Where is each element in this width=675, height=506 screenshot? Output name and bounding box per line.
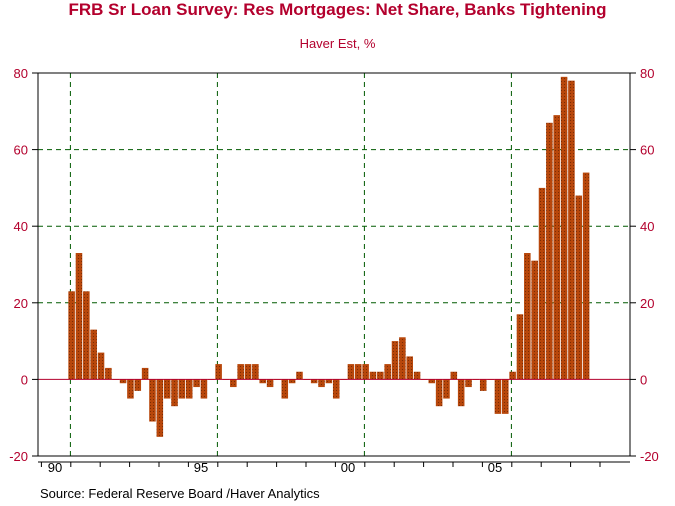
bar	[75, 253, 83, 380]
bar	[509, 371, 516, 380]
bar	[237, 364, 244, 380]
bar	[90, 329, 97, 380]
bar	[413, 371, 421, 380]
bar	[193, 379, 200, 388]
bar	[494, 379, 502, 414]
bar	[156, 379, 164, 437]
bar	[377, 371, 384, 380]
bar	[575, 195, 583, 380]
y-tick-label-right: 0	[640, 372, 647, 387]
bars	[68, 76, 590, 437]
bar	[163, 379, 171, 399]
y-tick-label-right: 40	[640, 219, 654, 234]
y-tick-label-left: 20	[14, 296, 28, 311]
bar	[296, 371, 303, 380]
y-tick-label-right: 80	[640, 66, 654, 81]
bar	[185, 379, 193, 399]
bar	[149, 379, 156, 422]
bar	[259, 379, 266, 384]
bar	[200, 379, 208, 399]
bar	[347, 364, 355, 380]
bar	[538, 187, 546, 380]
bar	[560, 76, 568, 380]
bar	[281, 379, 289, 399]
bar	[384, 364, 391, 380]
source-note: Source: Federal Reserve Board /Haver Ana…	[40, 486, 320, 501]
bar	[531, 260, 538, 380]
y-tick-label-left: 60	[14, 143, 28, 158]
bar	[362, 364, 369, 380]
y-tick-label-left: 40	[14, 219, 28, 234]
plot-frame	[37, 72, 631, 457]
bar	[524, 253, 531, 380]
bar	[553, 115, 560, 380]
bar	[450, 371, 458, 380]
bar	[215, 364, 222, 380]
bar	[97, 352, 105, 380]
bar	[310, 379, 318, 384]
bar	[355, 364, 362, 380]
bar	[252, 364, 259, 380]
x-tick-label: 90	[48, 460, 62, 475]
bar	[516, 314, 524, 380]
x-tick-label: 05	[488, 460, 502, 475]
y-tick-label-left: 0	[21, 372, 28, 387]
bar	[171, 379, 178, 407]
chart-title: FRB Sr Loan Survey: Res Mortgages: Net S…	[68, 0, 607, 19]
bar	[428, 379, 436, 384]
bar	[582, 172, 590, 380]
y-tick-label-right: 20	[640, 296, 654, 311]
bar	[266, 379, 274, 388]
bar	[479, 379, 487, 391]
bar	[369, 371, 377, 380]
bar	[406, 356, 413, 380]
bar	[399, 337, 406, 380]
bar	[318, 379, 325, 388]
bar	[141, 367, 149, 380]
bar	[391, 341, 399, 380]
y-tick-label-left: -20	[9, 449, 28, 464]
bar	[119, 379, 127, 384]
chart-subtitle: Haver Est, %	[299, 36, 376, 51]
bar	[68, 291, 75, 380]
bar	[435, 379, 443, 407]
x-tick-label: 95	[194, 460, 208, 475]
bar	[83, 291, 90, 380]
y-tick-label-left: 80	[14, 66, 28, 81]
bar	[332, 379, 340, 399]
bar	[465, 379, 472, 388]
gridlines	[38, 72, 630, 456]
bar	[178, 379, 186, 399]
bar	[325, 379, 333, 384]
bar	[568, 80, 575, 380]
bar	[105, 367, 112, 380]
bar	[230, 379, 237, 388]
bar	[546, 122, 553, 380]
y-tick-label-right: 60	[640, 143, 654, 158]
bar	[288, 379, 296, 384]
bar	[502, 379, 509, 414]
bar	[244, 364, 252, 380]
bar	[127, 379, 134, 399]
bar	[443, 379, 450, 399]
x-tick-label: 00	[341, 460, 355, 475]
bar	[457, 379, 465, 407]
bar	[134, 379, 142, 391]
y-tick-label-right: -20	[640, 449, 659, 464]
